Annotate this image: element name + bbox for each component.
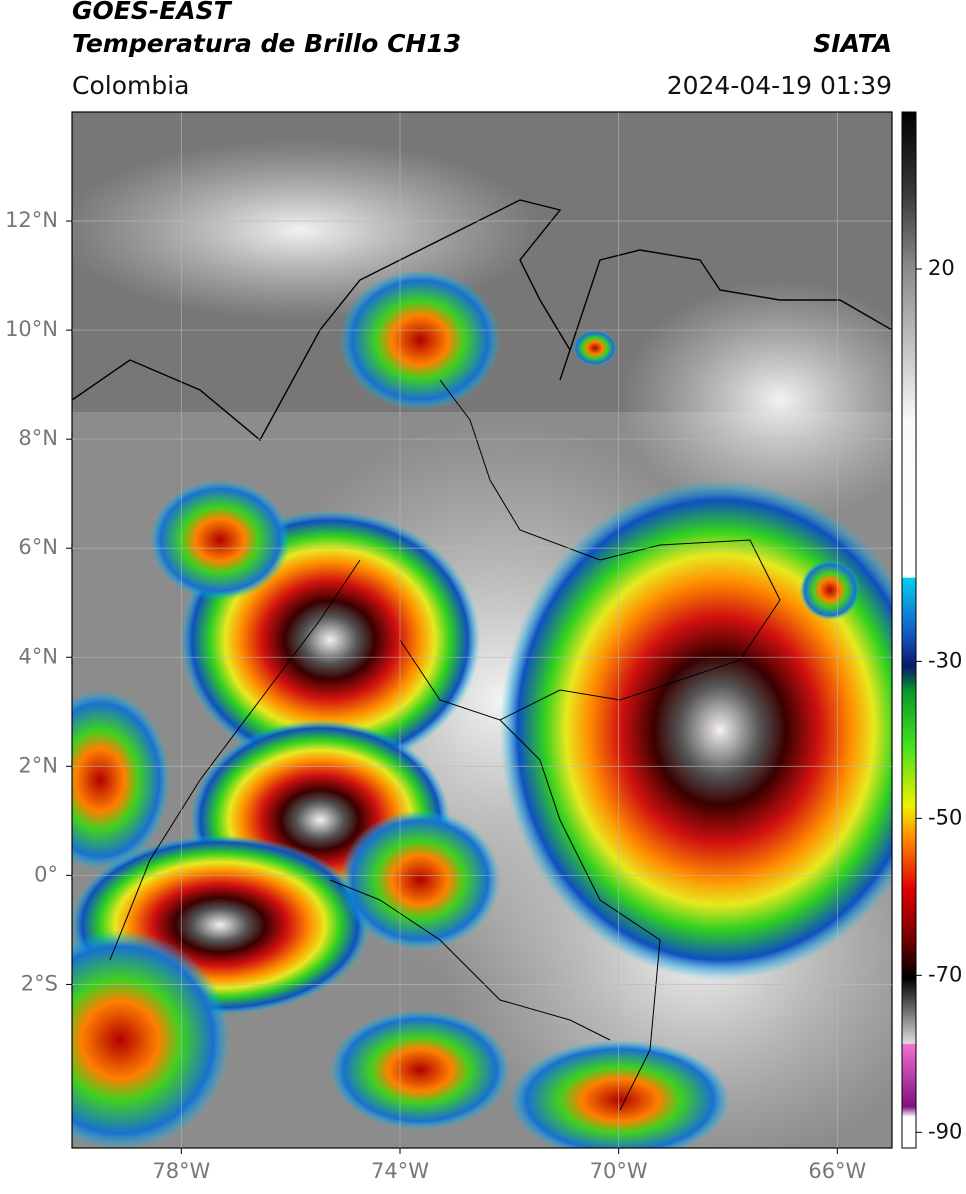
colorbar-tick-label: 20	[928, 256, 955, 280]
title: GOES-EAST	[72, 0, 233, 25]
y-tick-label: 8°N	[18, 426, 58, 450]
x-tick-label: 78°W	[152, 1159, 210, 1183]
x-tick-label: 66°W	[808, 1159, 866, 1183]
subtitle: Temperatura de Brillo CH13	[72, 29, 461, 58]
y-tick-label: 12°N	[5, 208, 58, 232]
region: Colombia	[72, 71, 189, 100]
y-tick-label: 0°	[34, 862, 58, 886]
map-frame	[71, 111, 893, 1149]
y-tick-label: 4°N	[18, 644, 58, 668]
colorbar-tick-label: -30	[928, 648, 962, 672]
timestamp: 2024-04-19 01:39	[667, 71, 892, 100]
colorbar-tick-label: -70	[928, 962, 962, 986]
colorbar	[901, 111, 917, 1149]
x-tick-label: 74°W	[371, 1159, 429, 1183]
source: SIATA	[813, 29, 892, 58]
y-tick-label: 6°N	[18, 535, 58, 559]
y-tick-label: 2°S	[21, 971, 58, 995]
y-tick-label: 10°N	[5, 317, 58, 341]
x-tick-label: 70°W	[590, 1159, 648, 1183]
colorbar-tick-label: -90	[928, 1119, 962, 1143]
colorbar-tick-label: -50	[928, 805, 962, 829]
satellite-image	[72, 112, 892, 1148]
y-tick-label: 2°N	[18, 753, 58, 777]
